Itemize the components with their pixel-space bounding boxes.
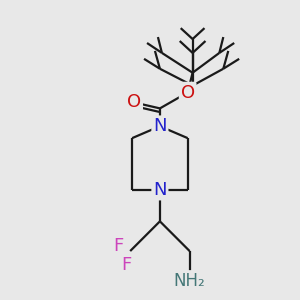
Text: N: N xyxy=(153,117,167,135)
Text: F: F xyxy=(121,256,131,274)
Text: O: O xyxy=(181,83,195,101)
Text: F: F xyxy=(113,237,123,255)
Text: N: N xyxy=(153,181,167,199)
Text: O: O xyxy=(127,93,141,111)
Text: NH₂: NH₂ xyxy=(174,272,206,290)
